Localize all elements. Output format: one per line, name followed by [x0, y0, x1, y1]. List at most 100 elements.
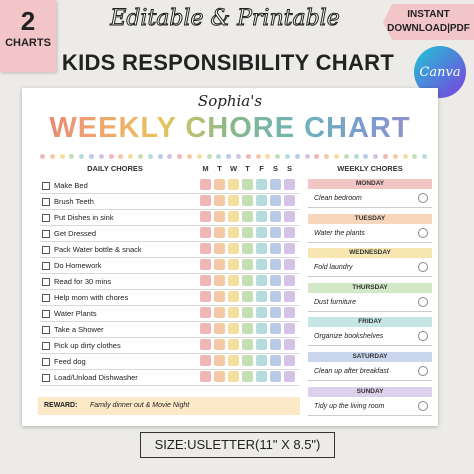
badge: 2 CHARTS — [0, 0, 56, 72]
check-cell — [228, 243, 239, 254]
chore-row: Help mom with chores — [40, 289, 300, 306]
check-cell — [284, 179, 295, 190]
chore-row: Make Bed — [40, 177, 300, 194]
check-cell — [256, 291, 267, 302]
weekly-day: SUNDAY — [308, 386, 432, 397]
chore-text: Help mom with chores — [54, 293, 129, 302]
check-cell — [228, 307, 239, 318]
check-circle — [418, 262, 428, 273]
check-circle — [418, 193, 428, 203]
check-cell — [270, 211, 281, 222]
chore-row: Feed dog — [40, 353, 300, 370]
header-line2: KIDS RESPONSIBILITY CHART — [61, 50, 395, 75]
dot — [294, 154, 300, 159]
chore-text: Get Dressed — [54, 229, 97, 238]
weekly-task: Clean bedroom — [308, 189, 432, 208]
dot — [89, 154, 94, 159]
check-cell — [228, 275, 239, 286]
day-label: T — [245, 164, 250, 173]
dot — [138, 154, 143, 159]
check-cell — [256, 227, 267, 238]
checkbox — [42, 262, 50, 270]
check-cell — [228, 323, 239, 334]
weekly-day: FRIDAY — [308, 317, 432, 328]
day-label: W — [229, 164, 238, 173]
dot — [69, 154, 75, 159]
check-cell — [284, 339, 295, 350]
check-circle — [418, 227, 428, 238]
check-cell — [256, 195, 267, 206]
dot — [79, 154, 85, 159]
check-cell — [256, 179, 267, 190]
checkbox — [42, 342, 50, 350]
ribbon-line1: INSTANT — [407, 9, 450, 20]
checkbox — [42, 198, 50, 206]
dot — [216, 154, 222, 159]
check-cell — [200, 259, 211, 270]
check-cell — [242, 227, 253, 238]
dot — [275, 154, 281, 159]
check-cell — [214, 275, 225, 286]
check-cell — [256, 259, 267, 270]
weekly-task-text: Dust furniture — [314, 298, 357, 306]
check-circle — [418, 400, 428, 411]
dot — [373, 154, 379, 159]
weekly-day: MONDAY — [308, 179, 432, 189]
weekly-day: THURSDAY — [308, 282, 432, 293]
daily-header: DAILY CHORES — [87, 164, 143, 173]
checkbox — [42, 278, 50, 286]
dot — [383, 154, 388, 159]
weekly-task: Clean up after breakfast — [308, 362, 432, 381]
checkbox — [42, 182, 50, 190]
check-cell — [214, 227, 225, 238]
check-cell — [270, 339, 281, 350]
chore-text: Feed dog — [54, 357, 86, 366]
dot — [187, 154, 192, 159]
check-cell — [242, 323, 253, 334]
check-cell — [256, 339, 267, 350]
check-cell — [284, 307, 295, 318]
check-cell — [284, 291, 295, 302]
check-cell — [242, 195, 253, 206]
dot — [157, 154, 163, 159]
check-cell — [256, 243, 267, 254]
check-cell — [228, 291, 239, 302]
check-cell — [214, 259, 225, 270]
chore-row: Pick up dirty clothes — [40, 337, 300, 354]
check-circle — [418, 296, 428, 307]
check-cell — [242, 355, 253, 366]
dot — [402, 154, 408, 159]
dot — [167, 154, 173, 159]
reward-text: Family dinner out & Movie Night — [90, 402, 190, 409]
check-cell — [284, 195, 295, 206]
check-cell — [214, 243, 225, 254]
check-cell — [228, 339, 239, 350]
check-cell — [200, 275, 211, 286]
check-cell — [242, 371, 253, 382]
check-cell — [228, 211, 239, 222]
weekly-task: Dust furniture — [308, 293, 432, 312]
check-cell — [228, 179, 239, 190]
check-cell — [256, 371, 267, 382]
check-cell — [270, 179, 281, 190]
check-cell — [214, 195, 225, 206]
check-cell — [242, 275, 253, 286]
check-cell — [242, 259, 253, 270]
weekly-task-text: Tidy up the living room — [314, 402, 385, 410]
day-label: T — [217, 164, 222, 173]
check-cell — [284, 211, 295, 222]
check-cell — [270, 195, 281, 206]
check-cell — [256, 307, 267, 318]
check-cell — [256, 355, 267, 366]
dot — [324, 154, 330, 159]
check-cell — [214, 339, 225, 350]
reward-label: REWARD: — [44, 402, 78, 409]
dot — [226, 154, 232, 159]
check-cell — [200, 307, 211, 318]
checkbox — [42, 374, 50, 382]
dot — [363, 154, 369, 159]
day-label: F — [259, 164, 264, 173]
check-cell — [214, 371, 225, 382]
check-cell — [270, 323, 281, 334]
